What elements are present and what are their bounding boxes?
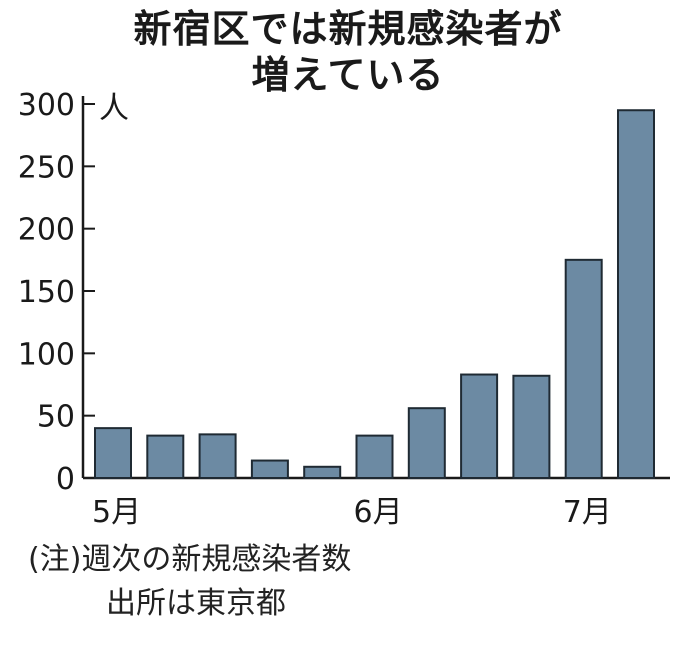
bar: [407, 407, 446, 480]
chart-title-line-1: 新宿区では新規感染者が: [133, 7, 563, 51]
y-tick-label: 250: [18, 150, 75, 185]
y-tick-label: 200: [18, 213, 75, 248]
bar: [198, 433, 237, 480]
bar: [250, 459, 289, 479]
y-tick-label: 100: [18, 337, 75, 372]
x-tick-label: 7月: [563, 495, 612, 530]
bar: [617, 109, 655, 479]
x-tick-label: 6月: [354, 495, 403, 530]
y-unit-label: 人: [99, 91, 129, 126]
bar: [460, 373, 499, 480]
y-tick-label: 0: [56, 462, 75, 497]
chart-title: 新宿区では新規感染者が 増えている: [0, 6, 696, 98]
chart-title-line-2: 増えている: [251, 53, 445, 97]
x-tick-label: 5月: [92, 495, 141, 530]
y-tick-label: 300: [18, 88, 75, 123]
bar: [355, 434, 394, 480]
bar: [303, 465, 342, 479]
chart-note: (注)週次の新規感染者数: [28, 542, 352, 577]
bar: [146, 434, 185, 480]
chart-source: 出所は東京都: [106, 586, 286, 621]
bar: [564, 258, 603, 480]
y-tick-label: 150: [18, 275, 75, 310]
bar: [94, 427, 132, 479]
bar: [512, 374, 551, 480]
chart-notes: (注)週次の新規感染者数 出所は東京都: [28, 538, 351, 626]
y-tick-label: 50: [37, 400, 75, 435]
